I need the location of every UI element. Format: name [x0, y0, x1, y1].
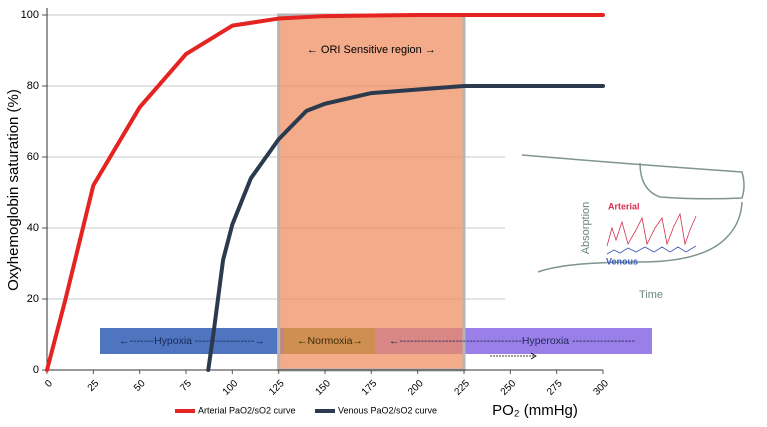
region-label: ← ORI Sensitive region →: [307, 44, 436, 56]
x-tick-label: 100: [221, 378, 241, 398]
x-tick-label: 300: [591, 378, 611, 398]
x-tick-label: 50: [132, 378, 148, 394]
y-tick-label: 60: [27, 151, 39, 163]
band-label: ←Normoxia→: [297, 335, 363, 347]
y-tick-label: 40: [27, 222, 39, 234]
legend-label: Venous PaO2/sO2 curve: [338, 405, 437, 415]
y-tick-label: 100: [21, 9, 39, 21]
inset-venous-label: Venous: [606, 256, 638, 266]
x-tick-label: 150: [313, 378, 333, 398]
inset-y-label: Absorption: [580, 202, 592, 255]
x-tick-label: 200: [406, 378, 426, 398]
inset: Absorption Time Arterial Venous: [521, 154, 745, 301]
x-tick-label: 75: [178, 378, 194, 394]
legend-label: Arterial PaO2/sO2 curve: [198, 405, 296, 415]
sensitive-region: [277, 13, 466, 372]
y-tick-label: 80: [27, 80, 39, 92]
band-label: ←-----------------------------------Hype…: [389, 335, 636, 347]
inset-frame: [521, 154, 745, 200]
x-tick-label: 250: [499, 378, 519, 398]
inset-arterial-label: Arterial: [608, 201, 640, 211]
x-tick-label: 225: [452, 378, 472, 398]
inset-x-label: Time: [639, 289, 663, 301]
x-tick-label: 125: [267, 378, 287, 398]
y-tick-label: 20: [27, 293, 39, 305]
inset-arterial: [606, 212, 697, 247]
arrow-head: [530, 352, 537, 360]
y-axis-label: Oxyhemoglobin saturation (%): [5, 89, 22, 291]
x-tick-label: 25: [86, 378, 102, 394]
x-tick-label: 0: [43, 378, 55, 390]
x-tick-label: 175: [360, 378, 380, 398]
x-tick-label: 275: [545, 378, 565, 398]
band-labels: ←-------Hypoxia -----------------→ ←Norm…: [119, 335, 636, 360]
legend: Arterial PaO2/sO2 curve Venous PaO2/sO2 c…: [175, 405, 437, 415]
band-label: ←-------Hypoxia -----------------→: [119, 335, 265, 347]
series-line: [45, 13, 605, 372]
y-tick-label: 0: [33, 364, 39, 376]
inset-baseline: [537, 201, 743, 273]
hypoxia-band: [100, 328, 284, 354]
x-axis-label: PO₂ (mmHg): [492, 402, 578, 419]
series-line: [206, 84, 605, 372]
inset-venous: [606, 245, 697, 255]
